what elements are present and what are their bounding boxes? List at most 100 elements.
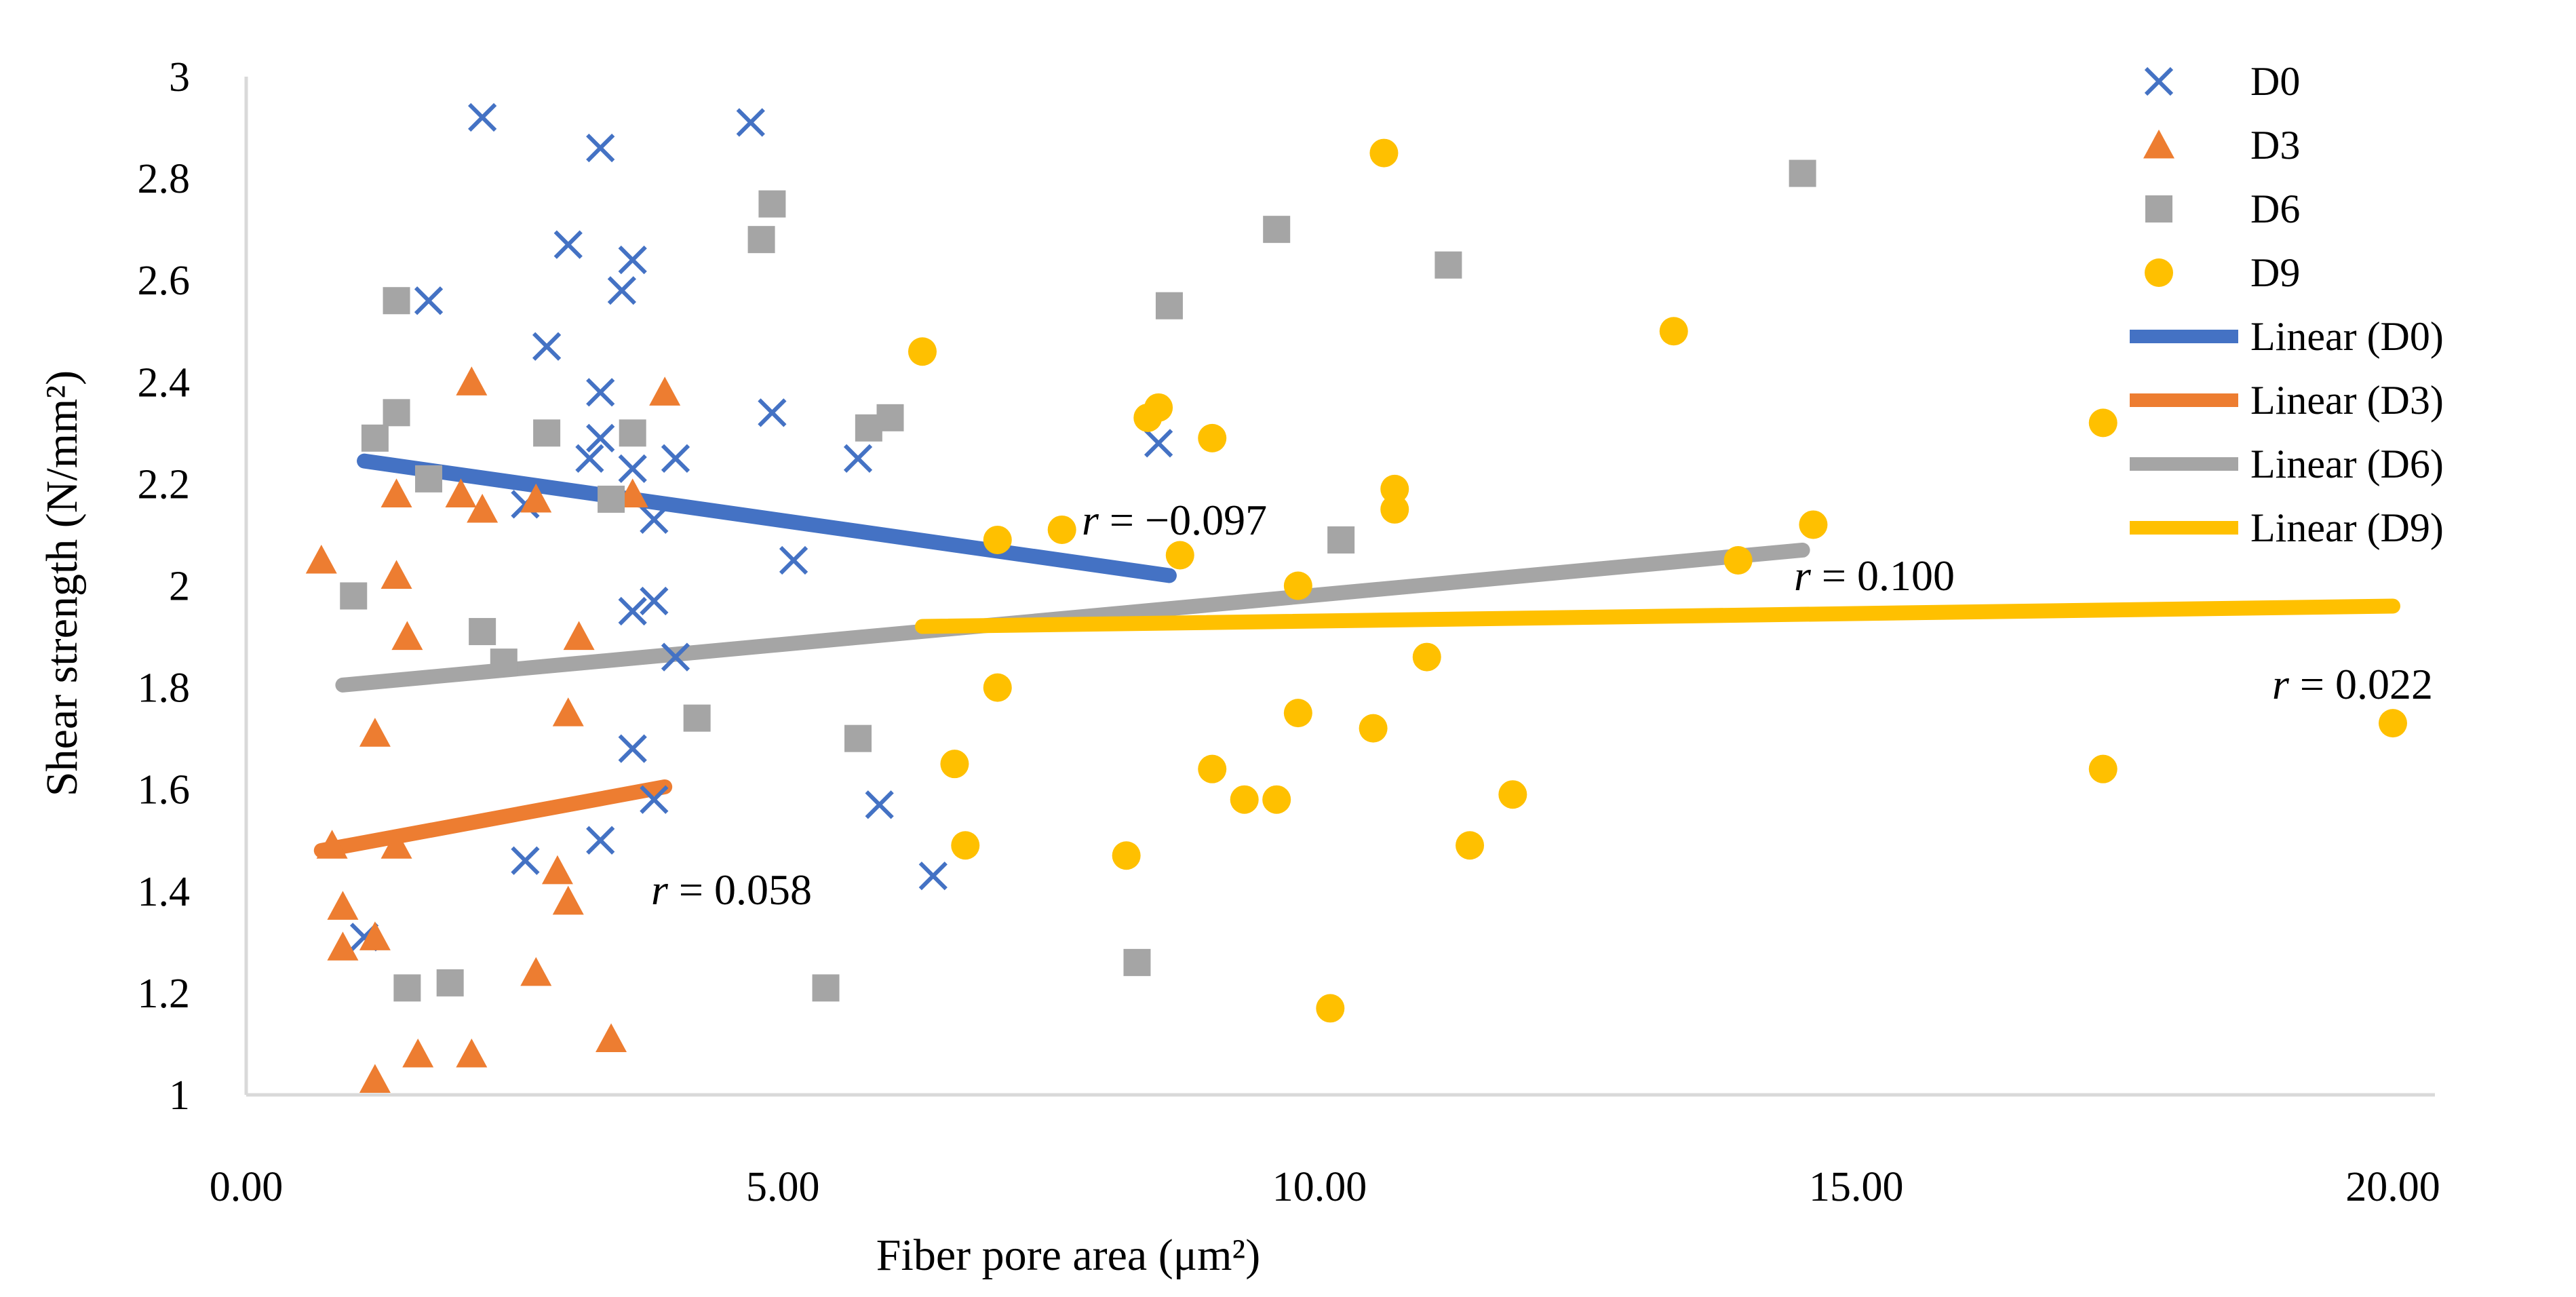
legend-marker: [2145, 258, 2173, 287]
data-point: [1369, 138, 1399, 168]
trendline: [914, 598, 2400, 634]
data-point: [983, 525, 1012, 554]
data-point: [552, 885, 584, 915]
data-point: [918, 862, 948, 891]
data-point: [758, 398, 787, 427]
legend-label: D3: [2250, 123, 2300, 168]
data-point: [1165, 541, 1194, 570]
data-point: [380, 478, 412, 507]
data-point: [618, 246, 647, 275]
data-point: [553, 230, 583, 259]
correlation-label: r = 0.100: [1794, 551, 1955, 600]
data-point: [1498, 780, 1527, 809]
tick-labels: 0.00 5.00 10.00 15.00 20.00 1 1.2 1.4 1.6 1.8 2 2.2…: [138, 54, 2440, 1210]
data-point: [1799, 510, 1828, 539]
data-point: [1412, 642, 1441, 672]
y-tick-label: 2.4: [138, 360, 191, 406]
x-axis-title: Fiber pore area (μm²): [876, 1231, 1260, 1280]
y-tick-label: 2.6: [138, 258, 191, 304]
data-point: [844, 724, 872, 752]
data-point: [361, 424, 389, 452]
data-point: [1435, 251, 1462, 279]
data-point: [1316, 994, 1345, 1023]
data-points: [305, 102, 2407, 1093]
y-tick-label: 1.2: [138, 971, 191, 1017]
data-point: [619, 419, 646, 447]
legend-marker: [2143, 130, 2174, 159]
data-point: [1198, 423, 1227, 452]
data-point: [380, 560, 412, 589]
legend-item: Linear (D3): [2130, 378, 2444, 423]
data-point: [661, 642, 690, 672]
data-point: [640, 586, 669, 616]
data-point: [908, 337, 937, 366]
legend-item: Linear (D9): [2130, 505, 2444, 550]
data-point: [1380, 495, 1409, 524]
legend-label: D9: [2250, 250, 2300, 295]
data-point: [855, 414, 882, 442]
data-point: [533, 419, 561, 447]
data-point: [1263, 216, 1291, 244]
data-point: [359, 718, 391, 747]
y-tick-label: 1.8: [138, 665, 191, 712]
y-tick-label: 2: [169, 564, 190, 610]
data-point: [586, 423, 615, 452]
x-tick-label: 20.00: [2345, 1164, 2440, 1210]
data-point: [1144, 429, 1173, 458]
data-point: [383, 287, 410, 315]
data-point: [586, 826, 615, 855]
data-point: [467, 493, 499, 523]
data-point: [1047, 515, 1076, 544]
legend-item: Linear (D6): [2130, 442, 2444, 486]
data-point: [618, 596, 647, 626]
data-point: [2088, 408, 2118, 438]
data-point: [1723, 545, 1753, 575]
data-point: [618, 734, 647, 763]
data-point: [359, 921, 391, 950]
data-point: [1456, 831, 1485, 860]
data-point: [1380, 474, 1409, 503]
data-point: [661, 444, 690, 473]
data-point: [758, 190, 786, 218]
data-point: [456, 366, 488, 395]
data-point: [747, 226, 775, 254]
data-point: [402, 1038, 434, 1068]
data-point: [640, 785, 669, 814]
data-point: [316, 830, 348, 859]
legend-label: Linear (D3): [2250, 378, 2444, 423]
legend-item: D0: [2144, 59, 2300, 104]
data-point: [415, 465, 443, 492]
data-point: [563, 621, 595, 651]
data-point: [520, 483, 552, 513]
data-point: [1230, 785, 1259, 814]
legend-label: D0: [2250, 59, 2300, 104]
data-point: [327, 931, 359, 961]
trendline: [357, 453, 1177, 583]
correlation-label: r = 0.022: [2272, 660, 2433, 708]
data-point: [1283, 571, 1312, 600]
data-point: [940, 750, 969, 779]
legend: D0 D3 D6 D9 Linear (D0) Linear (D3) Linear (D6…: [2130, 59, 2444, 550]
y-axis-title: Shear strength (N/mm²): [37, 370, 87, 796]
legend-label: Linear (D0): [2250, 314, 2444, 359]
data-point: [586, 378, 615, 407]
data-point: [541, 855, 573, 885]
data-point: [383, 399, 410, 427]
data-point: [575, 444, 604, 473]
x-tick-label: 0.00: [210, 1164, 284, 1210]
legend-marker: [2145, 195, 2172, 222]
data-point: [2379, 709, 2407, 738]
data-point: [983, 673, 1012, 702]
y-tick-label: 3: [169, 54, 190, 100]
data-point: [391, 621, 423, 651]
data-point: [1283, 699, 1312, 728]
correlation-labels: r = −0.097 r = 0.058 r = 0.100 r = 0.022: [651, 496, 2433, 914]
data-point: [456, 1038, 488, 1068]
y-tick-label: 1: [169, 1072, 190, 1119]
data-point: [649, 376, 681, 406]
data-point: [520, 956, 552, 986]
data-point: [490, 648, 518, 676]
data-point: [1359, 714, 1388, 743]
data-point: [414, 286, 444, 315]
